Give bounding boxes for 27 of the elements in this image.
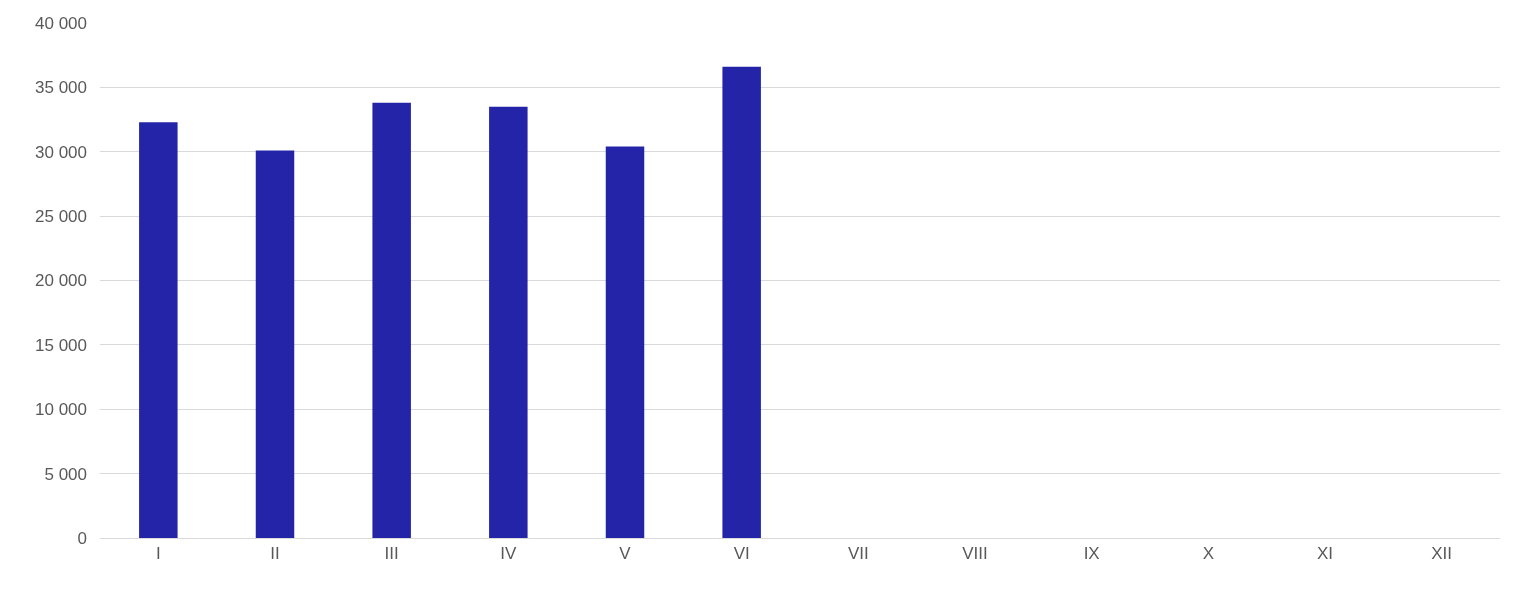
x-tick-label: IV xyxy=(500,544,518,564)
x-tick-label: XI xyxy=(1316,544,1334,564)
y-tick-label: 40 000 xyxy=(35,13,87,33)
bar xyxy=(722,66,761,538)
x-tick-label: V xyxy=(619,544,632,564)
x-tick-label: III xyxy=(384,544,399,564)
bar xyxy=(139,122,178,538)
y-tick-label: 15 000 xyxy=(35,335,87,355)
y-tick-label: 0 xyxy=(77,528,87,548)
x-tick-label: II xyxy=(270,544,280,564)
bar xyxy=(255,150,295,538)
y-tick-label: 10 000 xyxy=(35,400,87,420)
y-tick-label: 35 000 xyxy=(35,78,87,98)
x-tick-label: VIII xyxy=(962,544,988,564)
x-tick-label: IX xyxy=(1083,544,1100,564)
x-tick-label: XII xyxy=(1431,544,1453,564)
y-tick-label: 25 000 xyxy=(35,207,87,227)
bar xyxy=(489,106,528,538)
x-tick-label: I xyxy=(155,544,161,564)
y-tick-label: 20 000 xyxy=(35,271,87,291)
x-tick-label: X xyxy=(1202,544,1214,564)
x-tick-label: VI xyxy=(733,544,750,564)
y-tick-label: 30 000 xyxy=(35,142,87,162)
x-tick-label: VII xyxy=(847,544,869,564)
bar xyxy=(372,102,411,538)
bar xyxy=(605,146,645,538)
y-tick-label: 5 000 xyxy=(44,464,87,484)
